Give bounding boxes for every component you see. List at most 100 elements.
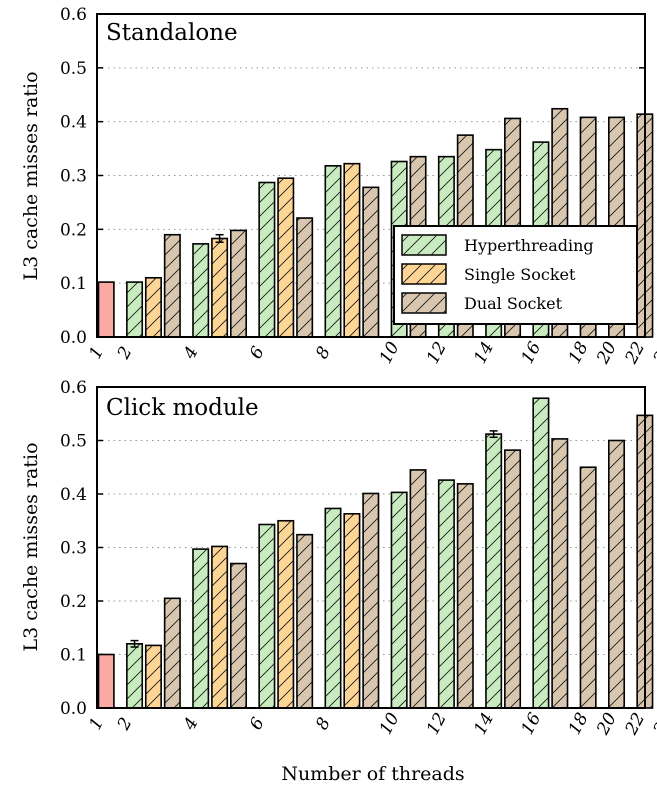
bar-hatch [193,549,209,708]
legend-label: Dual Socket [464,294,563,313]
x-tick-label: 18 [565,709,593,738]
y-tick-label: 0.6 [60,5,87,25]
bar-hatch [296,534,313,708]
plot-frame [96,386,646,709]
bar-hatch [533,398,549,708]
x-axis-ticks: 12468101214161820222426283032 [85,709,657,739]
y-axis-title: L3 cache misses ratio [20,71,42,280]
x-tick-label: 2 [113,343,136,363]
x-tick-label: 4 [179,714,202,734]
bar-hatch [278,178,294,337]
y-tick-label: 0.2 [60,592,87,612]
x-tick-label: 20 [593,709,621,739]
y-tick-label: 0.0 [60,699,87,719]
bar-hatch [608,440,625,708]
bar-hatch [391,492,407,708]
panel-title: Click module [106,395,259,421]
bar-hatch [410,469,426,708]
x-axis-ticks: 12468101214161820222426283032 [85,338,657,368]
x-tick-label: 12 [423,710,451,738]
bar-hatch [211,546,228,708]
y-tick-label: 0.4 [60,113,87,133]
bar-hatch [325,508,341,708]
x-tick-label: 8 [312,343,335,362]
x-tick-label: 12 [423,339,451,367]
bar-hatch [164,234,181,337]
x-tick-label: 14 [470,339,498,367]
bar-hatch [363,187,379,337]
legend-item-dual-socket: Dual Socket [401,292,563,314]
x-tick-label: 6 [246,714,269,733]
y-tick-label: 0.1 [60,646,87,666]
bar-hatch [363,493,379,708]
chart-panel-click-module: L3 cache misses ratio 0.0 0.1 0.2 0.3 0.4 0.5… [20,378,657,785]
x-tick-label: 8 [312,714,335,733]
y-tick-label: 0.2 [60,220,87,240]
y-tick-label: 0.4 [60,485,87,505]
bar-fill [98,654,114,708]
x-tick-label: 14 [470,710,498,738]
legend-item-single-socket: Single Socket [401,263,576,285]
x-tick-label: 1 [85,714,108,733]
legend-label: Single Socket [464,265,576,284]
bar-hatch [344,513,360,708]
bar-hatch [504,450,521,708]
x-tick-label: 6 [246,343,269,362]
bar-hatch [193,243,209,337]
x-tick-label: 4 [179,343,202,363]
bar-hatch [145,645,162,708]
x-tick-label: 1 [85,343,108,362]
x-tick-label: 16 [518,338,546,367]
bar-hatch [145,277,162,337]
bar-hatch [259,524,275,708]
bar-hatch [552,438,568,708]
y-tick-label: 0.3 [60,539,87,559]
y-tick-label: 0.6 [60,378,87,398]
bar-fill [98,282,114,337]
x-axis-title: Number of threads [281,763,464,785]
y-tick-label: 0.5 [60,59,87,79]
x-tick-label: 18 [565,338,593,367]
legend-swatch-hatch [402,235,446,255]
y-axis-ticks: 0.0 0.1 0.2 0.3 0.4 0.5 0.6 [60,5,645,348]
legend-swatch-hatch [402,264,446,284]
bar-hatch [164,598,181,708]
x-tick-label: 22 [621,710,649,739]
x-tick-label: 22 [621,339,649,368]
bar-hatch [278,520,294,708]
y-tick-label: 0.1 [60,274,87,294]
bar-hatch [126,282,143,337]
bar-hatch [438,480,455,708]
bar-hatch [259,182,275,337]
bar-hatch [126,643,143,708]
bar-hatch [211,238,228,337]
bar-hatch [296,218,313,337]
legend: Hyperthreading Single Socket Dual Socket [393,225,638,325]
bar-hatch [485,434,502,708]
bar-hatch [344,163,360,337]
plot-frame [96,13,646,338]
y-axis-ticks: 0.0 0.1 0.2 0.3 0.4 0.5 0.6 [60,378,645,719]
chart-panel-standalone: L3 cache misses ratio 0.0 0.1 0.2 0.3 0.4 0.5… [20,5,657,368]
x-tick-label: 2 [113,714,136,734]
y-axis-title: L3 cache misses ratio [20,442,42,651]
x-tick-label: 10 [376,709,404,738]
legend-item-hyperthreading: Hyperthreading [401,234,594,256]
bar-hatch [230,230,247,337]
x-tick-label: 10 [376,338,404,367]
bar-hatch [580,467,596,708]
y-tick-label: 0.3 [60,167,87,187]
x-tick-label: 20 [593,338,621,368]
bars [97,397,654,709]
bar-hatch [457,483,473,708]
x-tick-label: 24 [649,710,657,739]
x-tick-label: 24 [649,339,657,368]
bar-hatch [230,563,247,708]
bar-hatch [325,165,341,337]
legend-swatch-hatch [402,293,446,313]
x-tick-label: 16 [518,709,546,738]
legend-label: Hyperthreading [464,236,594,255]
panel-title: Standalone [106,20,238,46]
y-tick-label: 0.0 [60,328,87,348]
